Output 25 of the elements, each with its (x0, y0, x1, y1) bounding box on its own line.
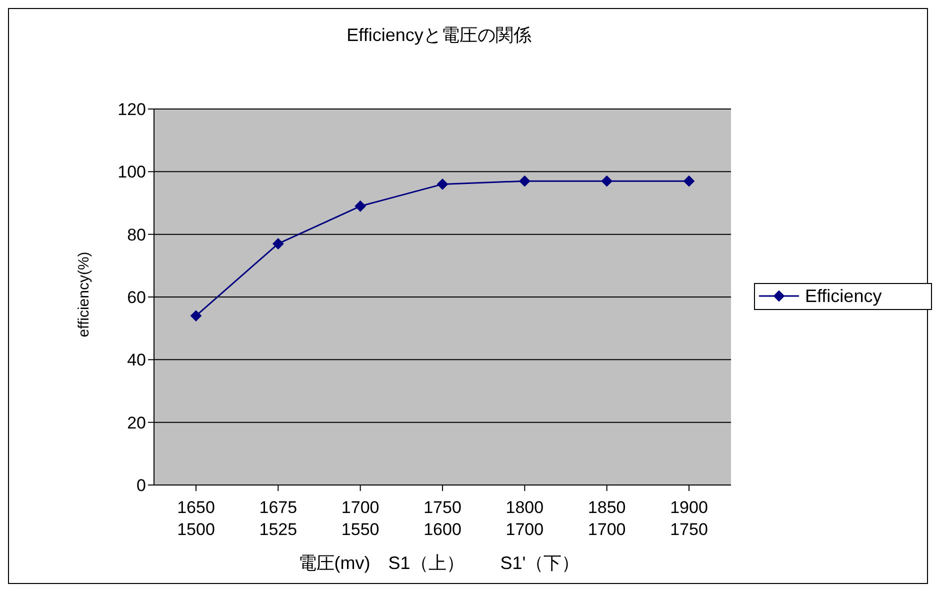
x-tick-label: 1700 1550 (341, 498, 380, 539)
y-axis-title: efficiency(%) (76, 251, 92, 337)
x-tick-label: 1650 1500 (177, 498, 215, 539)
x-tick-label: 1900 1750 (670, 498, 708, 539)
chart-title: Efficiencyと電圧の関係 (346, 24, 532, 47)
x-tick-label: 1850 1700 (588, 498, 626, 539)
point (437, 178, 448, 190)
y-tick-label: 100 (118, 162, 146, 182)
point (190, 310, 202, 322)
x-tick-label: 1675 1525 (259, 498, 298, 539)
y-tick-label: 20 (127, 413, 146, 432)
y-tick-label: 80 (127, 225, 146, 244)
point (272, 238, 284, 250)
y-tick-label: 120 (118, 100, 146, 120)
x-axis-title: 電圧(mv) S1（上） S1'（下） (297, 552, 581, 575)
y-tick-label: 40 (127, 350, 146, 370)
point (684, 176, 694, 187)
point (519, 176, 530, 187)
y-tick-label: 0 (136, 476, 146, 496)
legend-label: Efficiency (805, 286, 882, 306)
point (601, 176, 612, 187)
x-tick-label: 1800 1700 (506, 498, 544, 539)
y-tick-label: 60 (127, 288, 146, 308)
point (354, 200, 366, 212)
x-tick-label: 1750 1600 (424, 498, 462, 539)
